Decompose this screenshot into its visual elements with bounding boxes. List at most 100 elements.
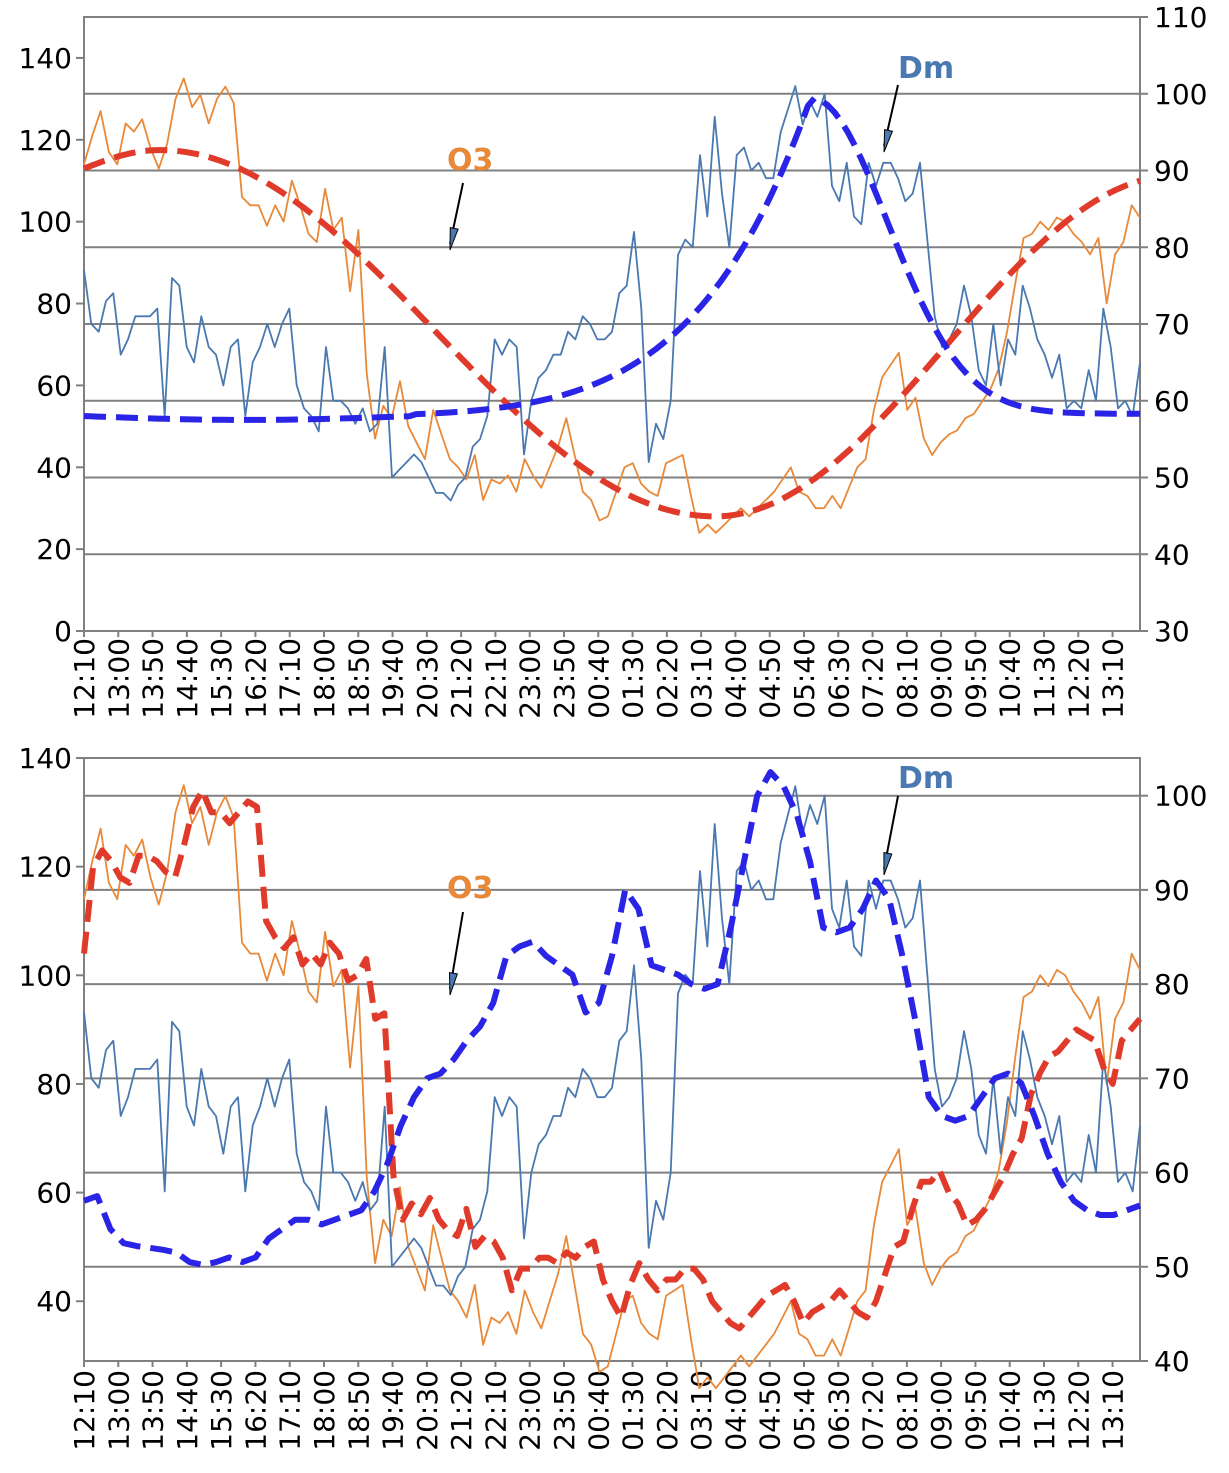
- x-tick-label: 07:20: [857, 638, 890, 719]
- x-tick-label: 13:10: [1097, 1370, 1130, 1451]
- x-tick-label: 11:30: [1028, 1370, 1061, 1451]
- right-tick-label: 100: [1154, 780, 1207, 813]
- x-tick-label: 10:40: [994, 638, 1027, 719]
- x-tick-label: 23:00: [514, 638, 547, 719]
- x-tick-label: 03:10: [685, 1370, 718, 1451]
- x-tick-label: 17:10: [274, 1370, 307, 1451]
- right-tick-label: 60: [1154, 1157, 1190, 1190]
- x-tick-label: 04:00: [719, 1370, 752, 1451]
- x-tick-label: 13:00: [102, 638, 135, 719]
- x-tick-label: 01:30: [617, 1370, 650, 1451]
- left-tick-label: 60: [36, 1177, 72, 1210]
- left-tick-label: 20: [36, 533, 72, 566]
- chart-top: 0 20 40 60 80 100 120 140 30 40 50 60 70 80 90 100 110 12…: [19, 1, 1208, 719]
- right-tick-label: 90: [1154, 874, 1190, 907]
- left-tick-label: 120: [19, 124, 72, 157]
- x-tick-label: 12:10: [68, 638, 101, 719]
- x-tick-label: 13:50: [137, 638, 170, 719]
- o3-raw-line: [83, 784, 1141, 1390]
- x-tick-label: 04:50: [754, 1370, 787, 1451]
- x-tick-label: 04:50: [754, 638, 787, 719]
- x-tick-label: 09:50: [959, 1370, 992, 1451]
- x-tick-label: 23:50: [548, 1370, 581, 1451]
- right-tick-label: 30: [1154, 615, 1190, 648]
- dm-raw-line: [83, 785, 1141, 1296]
- dm-smooth-line: [82, 769, 1142, 1268]
- x-tick-label: 11:30: [1028, 638, 1061, 719]
- right-tick-label: 110: [1154, 1, 1207, 34]
- x-tick-label: 19:40: [377, 1370, 410, 1451]
- left-tick-label: 80: [36, 288, 72, 321]
- o3-raw-line: [83, 77, 1141, 534]
- left-tick-label: 100: [19, 959, 72, 992]
- left-tick-label: 40: [36, 451, 72, 484]
- x-tick-label: 18:00: [308, 638, 341, 719]
- x-tick-label: 13:00: [102, 1370, 135, 1451]
- x-tick-label: 18:50: [342, 1370, 375, 1451]
- dm-annotation-arrowhead: [883, 129, 894, 153]
- x-tick-label: 18:00: [308, 1370, 341, 1451]
- x-tick-label: 07:20: [857, 1370, 890, 1451]
- o3-smooth-line: [81, 787, 1143, 1332]
- x-tick-label: 04:00: [719, 638, 752, 719]
- left-tick-label: 40: [36, 1285, 72, 1318]
- left-tick-label: 100: [19, 206, 72, 239]
- x-tick-label: 22:10: [479, 1370, 512, 1451]
- left-tick-label: 80: [36, 1068, 72, 1101]
- x-tick-label: 00:40: [582, 1370, 615, 1451]
- x-tick-label: 23:50: [548, 638, 581, 719]
- x-tick-label: 09:50: [959, 638, 992, 719]
- x-tick-label: 20:30: [411, 638, 444, 719]
- right-tick-label: 100: [1154, 78, 1207, 111]
- x-tick-label: 20:30: [411, 1370, 444, 1451]
- x-tick-label: 14:40: [171, 1370, 204, 1451]
- o3-annotation-arrowhead: [449, 227, 459, 251]
- plot-frame: [83, 757, 1141, 1362]
- x-tick-label: 09:00: [925, 638, 958, 719]
- x-tick-label: 18:50: [342, 638, 375, 719]
- x-tick-label: 08:10: [891, 1370, 924, 1451]
- x-tick-label: 12:10: [68, 1370, 101, 1451]
- x-tick-label: 01:30: [617, 638, 650, 719]
- right-tick-label: 40: [1154, 538, 1190, 571]
- dm-annotation-label: Dm: [898, 51, 954, 86]
- x-tick-label: 03:10: [685, 638, 718, 719]
- dm-annotation-arrowhead: [883, 852, 893, 876]
- x-tick-label: 02:20: [651, 1370, 684, 1451]
- left-tick-label: 0: [54, 615, 72, 648]
- x-tick-label: 08:10: [891, 638, 924, 719]
- right-tick-label: 80: [1154, 231, 1190, 264]
- x-tick-label: 22:10: [479, 638, 512, 719]
- x-tick-label: 14:40: [171, 638, 204, 719]
- x-tick-label: 05:40: [788, 1370, 821, 1451]
- right-tick-label: 70: [1154, 308, 1190, 341]
- x-tick-label: 15:30: [205, 638, 238, 719]
- x-tick-label: 12:20: [1062, 1370, 1095, 1451]
- x-tick-label: 09:00: [925, 1370, 958, 1451]
- x-tick-label: 21:20: [445, 638, 478, 719]
- o3-annotation-label: O3: [447, 143, 493, 178]
- x-tick-label: 21:20: [445, 1370, 478, 1451]
- x-tick-label: 13:50: [137, 1370, 170, 1451]
- dm-annotation-label: Dm: [898, 761, 954, 796]
- x-tick-label: 05:40: [788, 638, 821, 719]
- x-tick-label: 00:40: [582, 638, 615, 719]
- x-tick-label: 06:30: [822, 1370, 855, 1451]
- o3-annotation-arrowhead: [448, 972, 459, 996]
- left-tick-label: 120: [19, 851, 72, 884]
- x-tick-label: 19:40: [377, 638, 410, 719]
- dm-smooth-line: [83, 95, 1140, 423]
- chart-bottom: 40 60 80 100 120 140 40 50 60 70 80 90 100 12:10 13:00…: [19, 742, 1208, 1451]
- x-tick-label: 02:20: [651, 638, 684, 719]
- o3-smooth-line: [82, 147, 1141, 520]
- x-tick-label: 15:30: [205, 1370, 238, 1451]
- dm-raw-line: [83, 85, 1141, 502]
- x-tick-label: 17:10: [274, 638, 307, 719]
- x-tick-label: 12:20: [1062, 638, 1095, 719]
- right-tick-label: 50: [1154, 462, 1190, 495]
- right-tick-label: 70: [1154, 1062, 1190, 1095]
- x-tick-label: 23:00: [514, 1370, 547, 1451]
- right-tick-label: 40: [1154, 1345, 1190, 1378]
- x-tick-label: 10:40: [994, 1370, 1027, 1451]
